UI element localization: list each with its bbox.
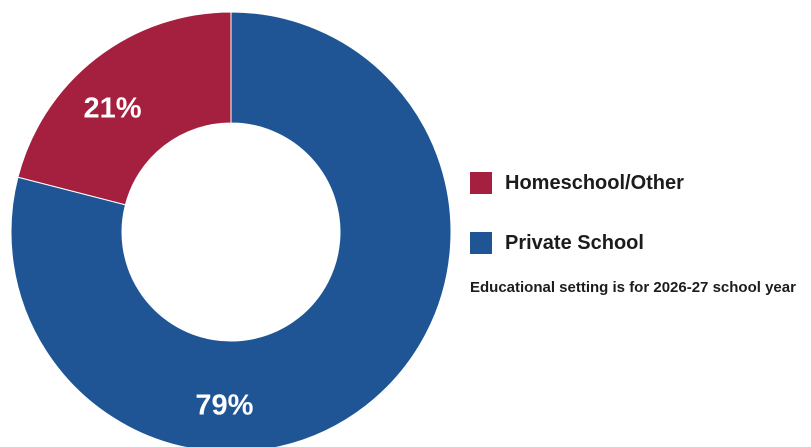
legend-item-private-school: Private School — [470, 226, 684, 260]
legend-label-homeschool-other: Homeschool/Other — [505, 171, 684, 194]
chart-legend: Homeschool/Other Private School — [470, 166, 684, 286]
slice-homeschool-other — [17, 11, 232, 206]
value-label-homeschool-other: 21% — [84, 92, 142, 124]
donut-value-labels: 21% 79% — [84, 92, 254, 421]
legend-label-private-school: Private School — [505, 231, 644, 254]
chart-note: Educational setting is for 2026-27 schoo… — [470, 279, 796, 296]
value-label-private-school: 79% — [195, 389, 253, 421]
legend-item-homeschool-other: Homeschool/Other — [470, 166, 684, 200]
legend-swatch-private-school — [470, 232, 492, 254]
slice-private-school — [10, 11, 452, 447]
donut-slices — [10, 11, 452, 447]
legend-swatch-homeschool-other — [470, 172, 492, 194]
